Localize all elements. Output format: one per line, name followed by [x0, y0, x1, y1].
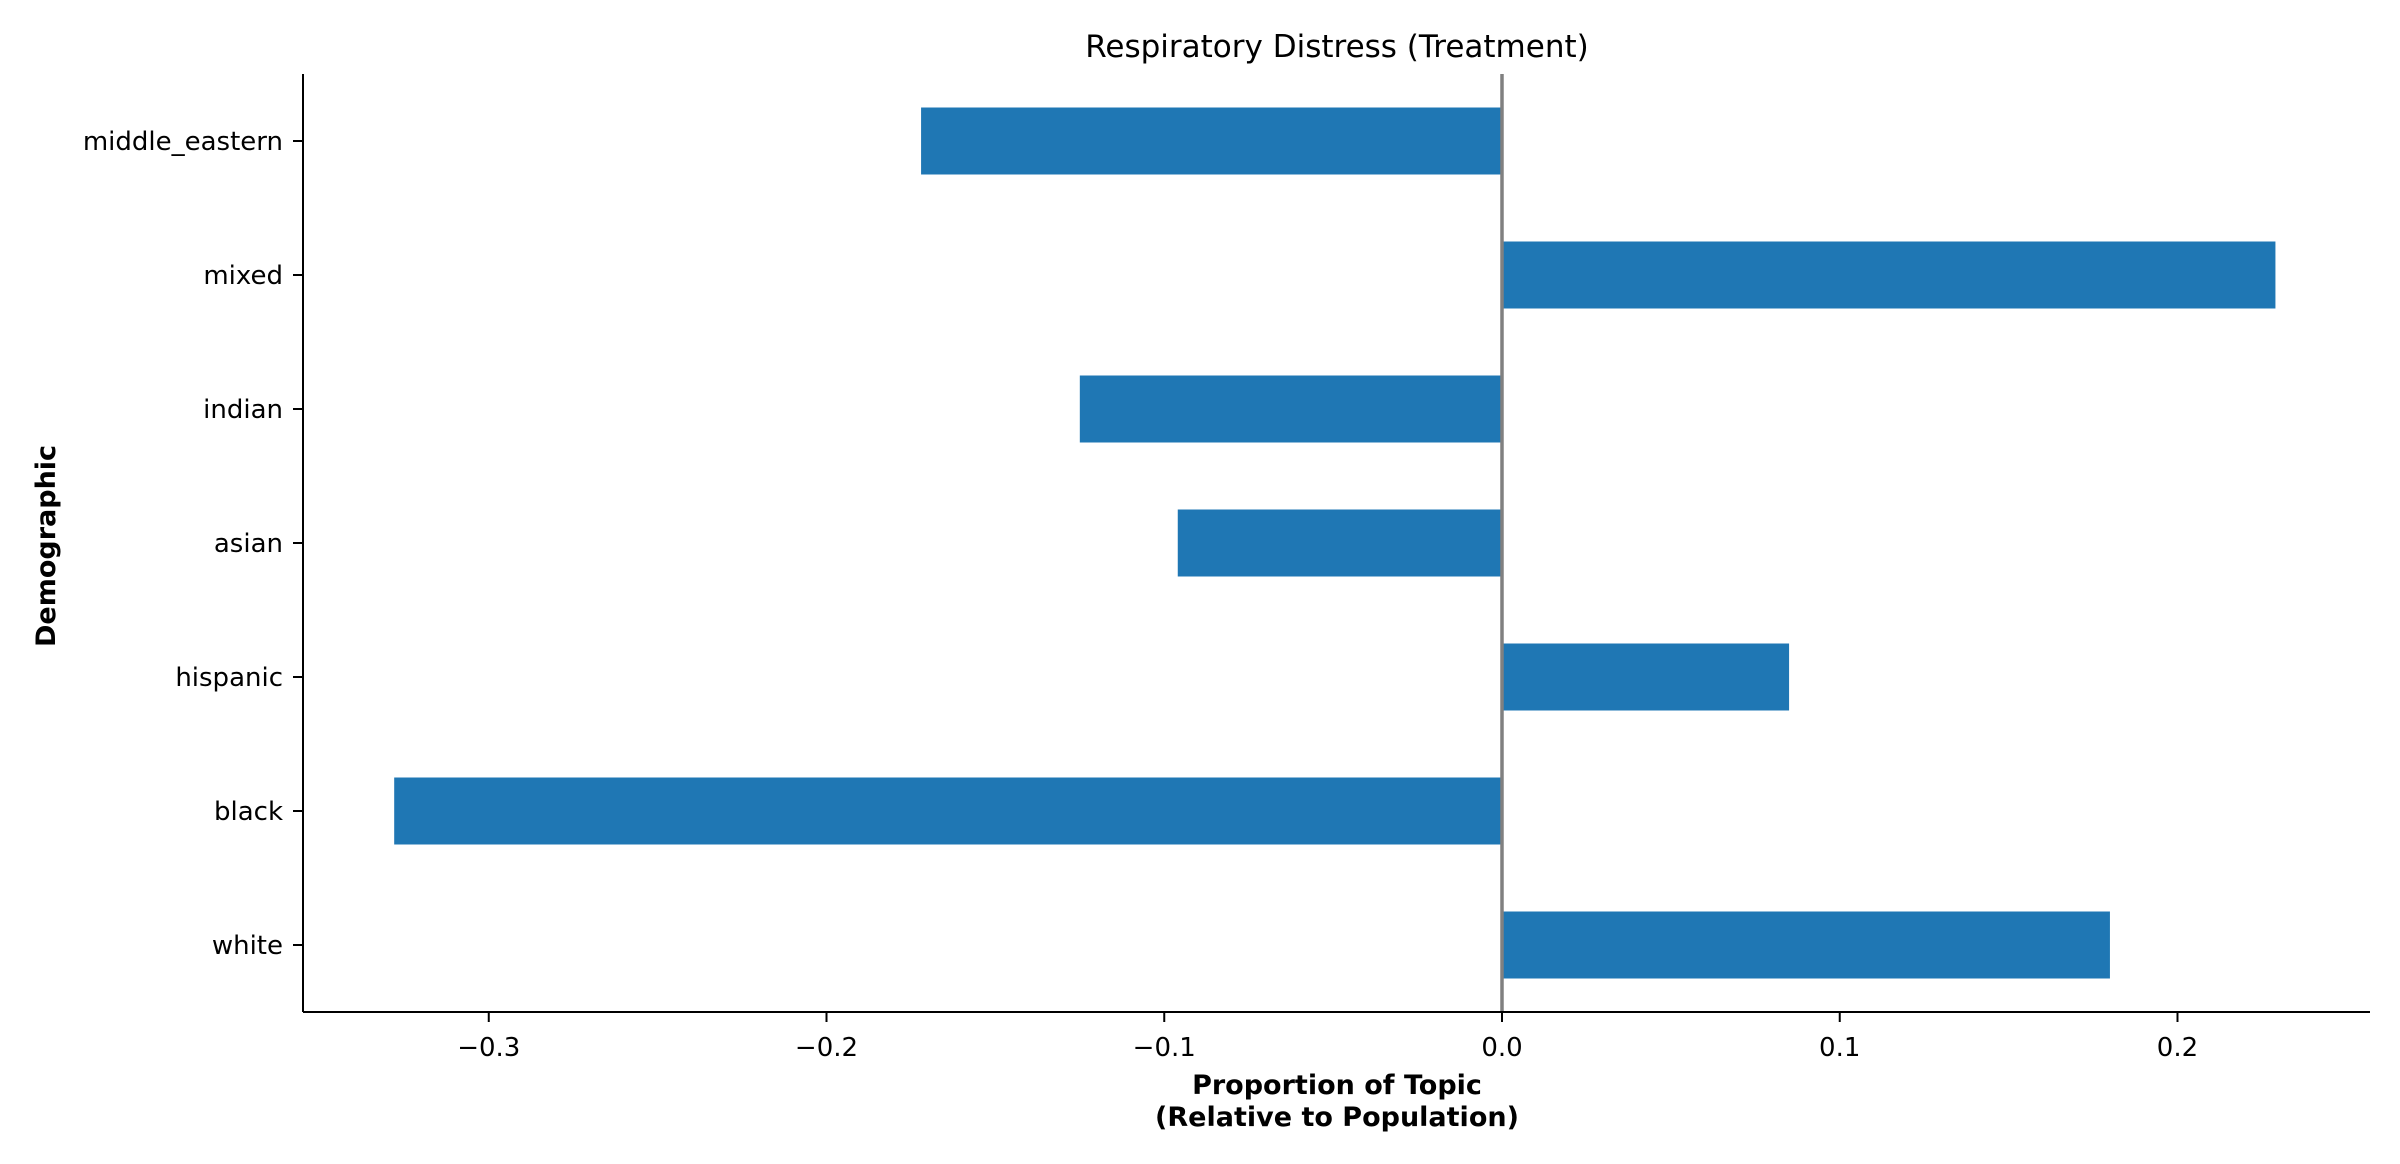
bar-white: [1501, 911, 2110, 979]
bars-layer: [394, 107, 2276, 979]
y-tick-label-asian: asian: [214, 529, 283, 559]
y-tick-label-white: white: [212, 931, 283, 961]
x-tick-label-4: 0.1: [1819, 1033, 1860, 1063]
y-tick-label-middle_eastern: middle_eastern: [83, 127, 283, 157]
bar-mixed: [1501, 241, 2276, 309]
x-tick-label-1: −0.2: [795, 1033, 858, 1063]
x-tick-label-5: 0.2: [2157, 1033, 2198, 1063]
bar-black: [394, 777, 1502, 845]
y-tick-label-mixed: mixed: [203, 261, 283, 291]
y-tick-label-indian: indian: [203, 395, 283, 425]
y-axis-title: Demographic: [31, 445, 62, 647]
x-axis-title-line1: Proportion of Topic: [1192, 1070, 1482, 1101]
bar-middle_eastern: [921, 107, 1502, 175]
y-tick-label-hispanic: hispanic: [175, 663, 283, 693]
x-ticks-layer: −0.3 −0.2 −0.1 0.0 0.1 0.2: [457, 1012, 2198, 1063]
x-tick-label-2: −0.1: [1133, 1033, 1196, 1063]
bar-indian: [1079, 375, 1502, 443]
x-tick-label-3: 0.0: [1481, 1033, 1522, 1063]
chart-title: Respiratory Distress (Treatment): [1085, 29, 1588, 65]
bar-asian: [1177, 509, 1502, 577]
x-axis-title-line2: (Relative to Population): [1155, 1102, 1519, 1133]
x-tick-label-0: −0.3: [457, 1033, 520, 1063]
bar-hispanic: [1501, 643, 1790, 711]
y-tick-label-black: black: [214, 797, 283, 827]
y-ticks-layer: white black hispanic asian indian mixed middle…: [83, 127, 303, 961]
